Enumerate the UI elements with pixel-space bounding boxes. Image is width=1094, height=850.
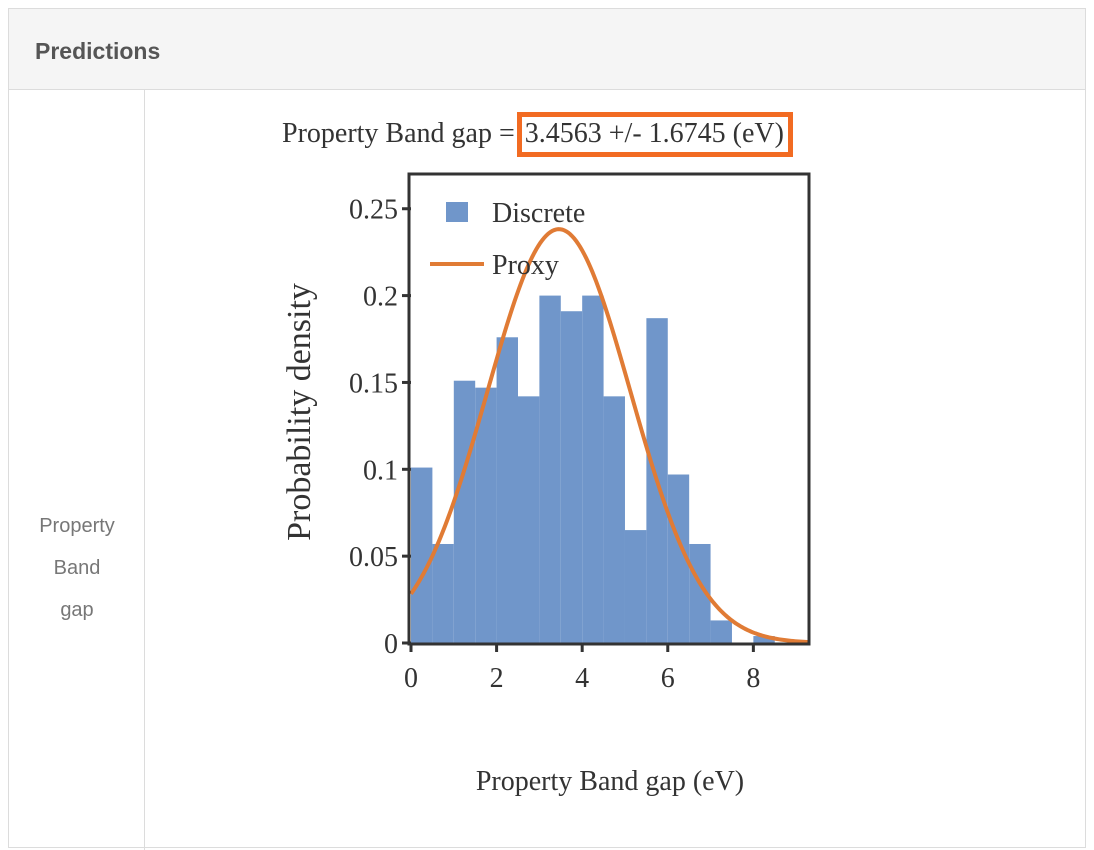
y-tick-label: 0.15 bbox=[349, 368, 398, 399]
y-axis-title: Probability density bbox=[281, 283, 318, 541]
x-tick-label: 2 bbox=[490, 663, 504, 694]
y-axis-ticks: 0 0.05 0.1 0.15 0.2 0.25 bbox=[349, 195, 411, 660]
histogram-bar bbox=[582, 295, 604, 643]
x-tick-label: 0 bbox=[404, 663, 418, 694]
prediction-value: 3.4563 +/- 1.6745 (eV) bbox=[524, 118, 784, 149]
histogram-bar bbox=[496, 337, 518, 643]
row-label-line-2: Band bbox=[53, 557, 101, 579]
prediction-prefix: Property Band gap = bbox=[282, 118, 515, 149]
legend-proxy-label: Proxy bbox=[492, 250, 559, 281]
predictions-panel: Predictions Property Band gap bbox=[8, 8, 1086, 850]
histogram-bar bbox=[517, 396, 540, 643]
histogram-bar bbox=[624, 530, 647, 643]
histogram-bar bbox=[475, 387, 497, 643]
proxy-curve bbox=[409, 227, 810, 645]
histogram-bar bbox=[603, 396, 625, 643]
histogram-bar bbox=[432, 543, 454, 643]
legend-discrete-swatch bbox=[446, 202, 468, 222]
x-tick-label: 8 bbox=[746, 663, 760, 694]
histogram-bar bbox=[539, 295, 561, 643]
legend-discrete-label: Discrete bbox=[492, 198, 585, 229]
row-label-line-3: gap bbox=[60, 599, 94, 621]
prediction-value-highlight: 3.4563 +/- 1.6745 (eV) bbox=[516, 112, 793, 157]
y-tick-label: 0.2 bbox=[363, 282, 398, 313]
x-axis-title: Property Band gap (eV) bbox=[476, 766, 744, 797]
histogram-bar bbox=[560, 311, 583, 643]
histogram-bar bbox=[453, 380, 476, 643]
panel-title: Predictions bbox=[35, 38, 161, 64]
x-axis-ticks: 0 2 4 6 8 bbox=[404, 643, 760, 694]
plot-frame bbox=[407, 172, 811, 646]
y-tick-label: 0.1 bbox=[363, 455, 398, 486]
y-tick-label: 0 bbox=[384, 629, 398, 660]
y-tick-label: 0.05 bbox=[349, 542, 398, 573]
histogram-bar bbox=[667, 474, 690, 643]
histogram-bar bbox=[753, 636, 775, 643]
x-tick-label: 6 bbox=[661, 663, 675, 694]
y-tick-label: 0.25 bbox=[349, 195, 398, 226]
x-tick-label: 4 bbox=[575, 663, 589, 694]
panel-header: Predictions bbox=[9, 9, 1085, 90]
row-label: Property Band gap bbox=[9, 505, 145, 631]
histogram-bar bbox=[411, 467, 433, 643]
prediction-heading: Property Band gap = 3.4563 +/- 1.6745 (eV… bbox=[282, 112, 793, 157]
row-label-line-1: Property bbox=[39, 515, 115, 537]
legend: Discrete Proxy bbox=[430, 198, 585, 281]
histogram-bar bbox=[710, 620, 732, 643]
row-label-cell: Property Band gap bbox=[9, 90, 145, 850]
histogram-bar bbox=[689, 543, 711, 643]
